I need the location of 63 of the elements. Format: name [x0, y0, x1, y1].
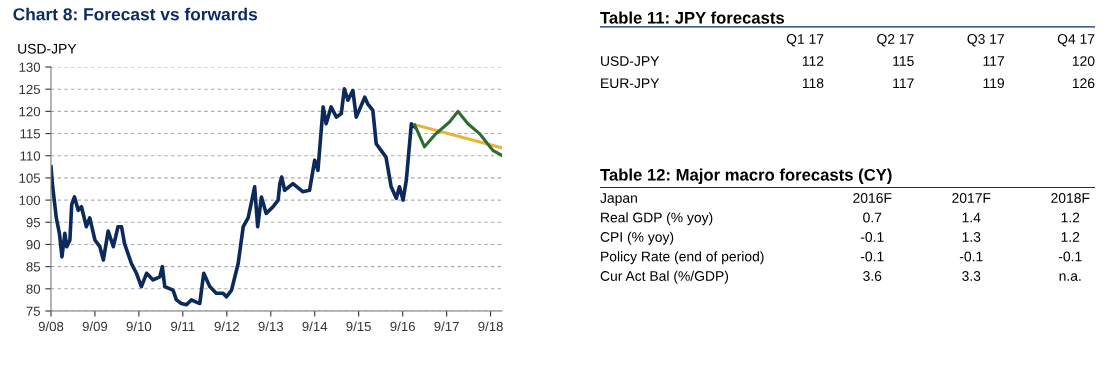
- category-label: Cur Act Bal (%/GDP): [600, 270, 729, 284]
- x-tick-label: 9/16: [390, 321, 415, 332]
- x-tick-label: 9/15: [346, 321, 371, 332]
- y-tick-label: 100: [19, 195, 41, 205]
- text: 3.6: [863, 271, 882, 281]
- y-tick-label: 80: [26, 284, 41, 294]
- text: Table 11: JPY forecasts: [600, 11, 784, 24]
- text: 1.2: [1061, 212, 1080, 223]
- text: 3.3: [962, 271, 981, 281]
- y-axis-title: USD-JPY: [18, 43, 77, 54]
- category-label: Q4 17: [1057, 34, 1095, 47]
- text: -0.1: [860, 232, 884, 242]
- y-tick-label: 110: [20, 151, 41, 161]
- category-label: Q3 17: [967, 34, 1004, 47]
- line-series: [51, 86, 417, 307]
- text: -0.1: [860, 251, 884, 262]
- chart-title: Chart 8: Forecast vs forwards: [13, 7, 258, 21]
- text: n.a.: [1059, 273, 1081, 281]
- category-label: 2017F: [952, 193, 991, 203]
- category-label: EUR-JPY: [601, 78, 660, 89]
- x-tick-label: 9/17: [434, 321, 459, 332]
- text: -0.1: [1058, 251, 1082, 262]
- text: Japan: [600, 193, 637, 206]
- text: -0.1: [959, 251, 983, 262]
- text: 119: [983, 78, 1005, 89]
- text: 120: [1072, 56, 1095, 66]
- text: 1.2: [1061, 232, 1080, 242]
- category-label: USD-JPY: [601, 56, 660, 66]
- text: 115: [893, 56, 914, 66]
- category-label: Policy Rate (end of period): [601, 251, 764, 265]
- category-label: 2018F: [1051, 193, 1090, 203]
- y-tick-label: 125: [19, 84, 41, 95]
- line-series: [413, 109, 502, 157]
- y-tick-label: 75: [26, 306, 41, 316]
- x-tick-label: 9/11: [171, 321, 195, 332]
- y-tick-label: 90: [26, 240, 41, 250]
- text: 1.3: [962, 232, 981, 242]
- x-tick-label: 9/12: [214, 321, 240, 332]
- text: 126: [1072, 78, 1095, 89]
- y-tick-label: 130: [19, 62, 41, 72]
- text: 112: [802, 56, 824, 66]
- category-label: 2016F: [853, 193, 892, 203]
- x-tick-label: 9/09: [82, 321, 108, 332]
- text: 0.7: [863, 212, 882, 223]
- y-tick-label: 105: [19, 173, 41, 183]
- category-label: Q2 17: [877, 34, 914, 47]
- y-tick-label: 95: [26, 217, 41, 228]
- text: 1.4: [962, 212, 981, 223]
- category-label: Real GDP (% yoy): [601, 212, 713, 226]
- x-tick-label: 9/10: [126, 321, 152, 332]
- x-tick-label: 9/18: [478, 321, 503, 332]
- x-tick-label: 9/08: [38, 321, 64, 332]
- text: 118: [802, 78, 824, 89]
- y-tick-label: 120: [19, 106, 41, 117]
- category-label: CPI (% yoy): [600, 231, 674, 245]
- category-label: Q1 17: [786, 34, 824, 47]
- text: Table 12: Major macro forecasts (CY): [600, 168, 892, 185]
- x-tick-label: 9/13: [258, 321, 284, 332]
- text: 117: [893, 78, 914, 88]
- y-tick-label: 115: [20, 129, 41, 139]
- text: 117: [983, 56, 1004, 66]
- x-tick-label: 9/14: [302, 321, 328, 332]
- y-tick-label: 85: [26, 262, 41, 272]
